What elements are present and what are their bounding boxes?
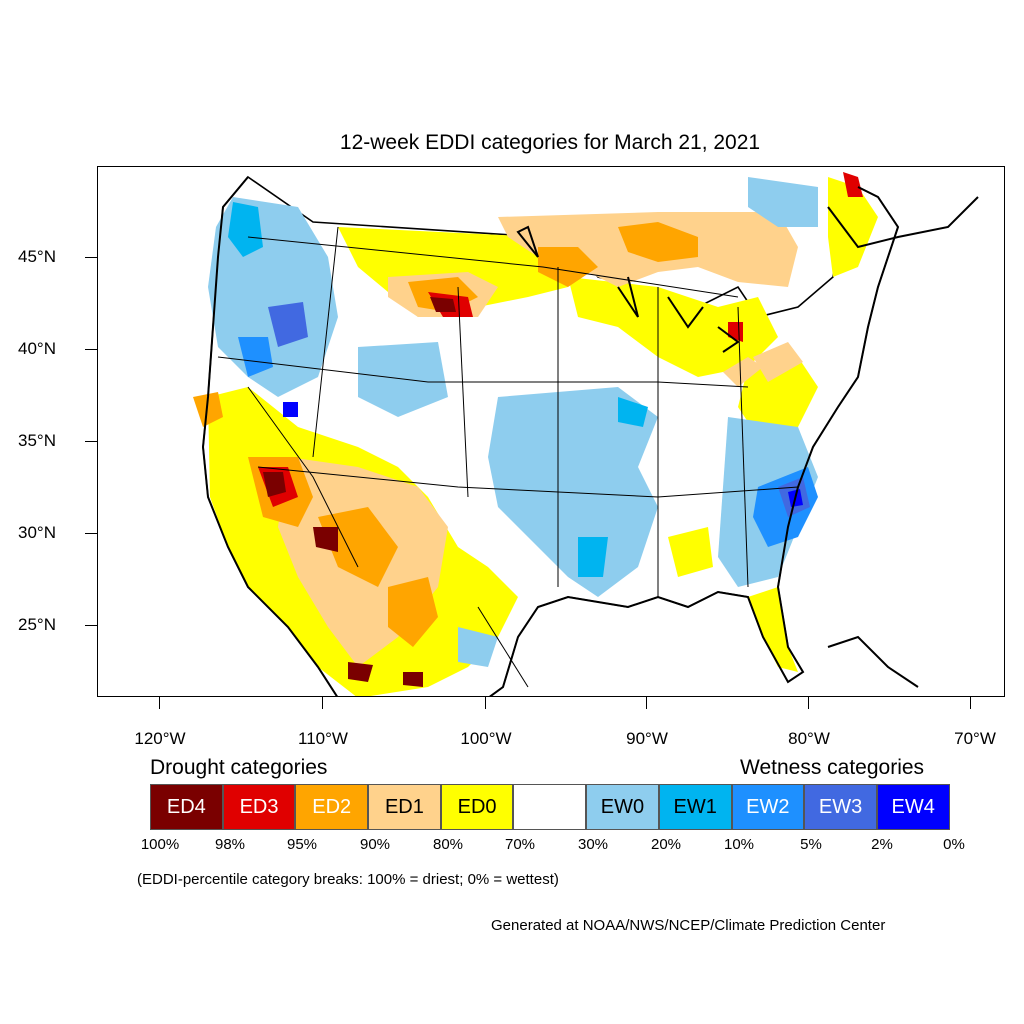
legend-box-ed2: ED2	[295, 784, 369, 830]
pct-label: 0%	[943, 836, 965, 853]
legend-colorbar: ED4 ED3 ED2 ED1 ED0 EW0 EW1 EW2 EW3 EW4	[150, 784, 950, 830]
pct-label: 10%	[723, 836, 755, 853]
pct-label: 2%	[871, 836, 893, 853]
map-canvas	[193, 172, 979, 696]
lat-tick	[85, 441, 97, 442]
category-breaks-note: (EDDI-percentile category breaks: 100% =…	[137, 871, 559, 888]
legend-box-neutral	[513, 784, 587, 830]
legend-box-ed4: ED4	[150, 784, 223, 830]
lat-tick	[85, 349, 97, 350]
pct-label: 98%	[214, 836, 246, 853]
wetness-heading: Wetness categories	[740, 756, 925, 779]
lon-label-120: 120°W	[134, 729, 186, 748]
lon-tick	[808, 697, 809, 709]
lon-label-90: 90°W	[626, 729, 668, 748]
legend-box-ew2: EW2	[731, 784, 805, 830]
legend-box-ed3: ED3	[222, 784, 296, 830]
legend-box-ed1: ED1	[368, 784, 441, 830]
lat-label-30: 30°N	[18, 523, 56, 542]
pct-label: 70%	[504, 836, 536, 853]
category-patches	[193, 172, 878, 696]
lon-label-70: 70°W	[954, 729, 996, 748]
legend-box-ew0: EW0	[586, 784, 659, 830]
lon-tick	[970, 697, 971, 709]
pct-label: 100%	[140, 836, 180, 853]
lon-tick	[159, 697, 160, 709]
lat-label-25: 25°N	[18, 615, 56, 634]
drought-heading: Drought categories	[150, 756, 328, 779]
lon-label-110: 110°W	[298, 729, 348, 748]
pct-label: 80%	[432, 836, 464, 853]
eddi-map	[97, 166, 1005, 697]
pct-label: 95%	[286, 836, 318, 853]
legend-box-ew4: EW4	[876, 784, 950, 830]
lat-tick	[85, 257, 97, 258]
lat-tick	[85, 533, 97, 534]
pct-label: 20%	[650, 836, 682, 853]
pct-label: 90%	[359, 836, 391, 853]
lat-label-35: 35°N	[18, 431, 56, 450]
pct-label: 30%	[577, 836, 609, 853]
pct-label: 5%	[800, 836, 822, 853]
legend-box-ew1: EW1	[658, 784, 732, 830]
credit-line: Generated at NOAA/NWS/NCEP/Climate Predi…	[491, 917, 886, 934]
legend-box-ed0: ED0	[440, 784, 514, 830]
lon-label-80: 80°W	[788, 729, 830, 748]
coastline	[201, 176, 979, 696]
lon-tick	[485, 697, 486, 709]
lat-label-45: 45°N	[18, 247, 56, 266]
lon-label-100: 100°W	[460, 729, 512, 748]
state-borders	[217, 226, 799, 688]
lat-tick	[85, 625, 97, 626]
lon-tick	[646, 697, 647, 709]
legend-box-ew3: EW3	[804, 784, 877, 830]
lat-label-40: 40°N	[18, 339, 56, 358]
map-title: 12-week EDDI categories for March 21, 20…	[339, 131, 761, 154]
lon-tick	[322, 697, 323, 709]
